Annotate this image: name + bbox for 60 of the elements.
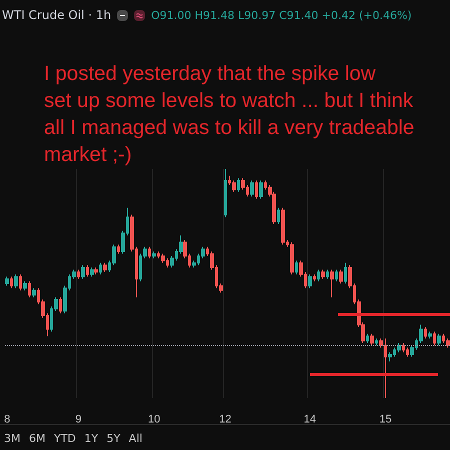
candlestick — [446, 338, 450, 348]
candlestick — [23, 280, 27, 291]
candlestick — [370, 333, 374, 346]
candlestick — [317, 269, 320, 282]
candlestick — [81, 264, 85, 280]
candlestick — [232, 180, 236, 192]
candlestick — [308, 274, 312, 289]
x-tick-label: 15 — [379, 414, 392, 426]
candlestick — [344, 262, 347, 284]
candlestick — [277, 207, 280, 224]
candlestick — [5, 276, 9, 286]
candlestick — [90, 266, 94, 278]
candlestick — [428, 331, 432, 339]
candlestick — [339, 269, 343, 284]
candlestick — [148, 246, 151, 259]
text: I posted yesterday that the spike low set up some levels to watch ... but I think all I managed was to kill a very tradeable market ;-) — [44, 61, 416, 168]
candlestick — [290, 242, 294, 275]
candlestick — [14, 274, 18, 289]
candlestick — [161, 253, 165, 264]
candlestick — [28, 280, 31, 298]
candlestick — [99, 262, 102, 275]
candlestick — [259, 180, 263, 200]
candlestick — [313, 274, 316, 282]
x-tick-label: 8 — [4, 414, 10, 426]
candlestick — [250, 180, 254, 197]
candlestick — [397, 342, 401, 353]
candlestick — [433, 331, 436, 346]
candlestick — [237, 178, 240, 192]
candlestick — [59, 296, 62, 314]
candlestick — [335, 269, 338, 282]
candlestick — [402, 342, 405, 353]
x-tick-label: 10 — [148, 414, 160, 426]
candlestick — [437, 333, 441, 346]
candlestick — [375, 338, 378, 346]
candlestick — [388, 352, 392, 362]
chart-title: WTI Crude Oil · 1h — [2, 8, 112, 22]
candlestick — [152, 250, 156, 259]
x-tick-label: 12 — [219, 414, 232, 426]
candlestick — [86, 264, 89, 278]
candlestick — [424, 326, 427, 339]
chart-subtitle: O91.00 H91.48 L90.97 C91.40 +0.42 (+0.46%) — [151, 8, 412, 22]
candlestick — [326, 269, 329, 280]
candlestick — [330, 269, 334, 298]
candlestick — [255, 180, 258, 200]
candlestick — [281, 207, 285, 246]
candlestick — [10, 276, 13, 289]
candlestick — [77, 269, 80, 280]
candlestick — [295, 260, 298, 275]
candlestick — [117, 244, 120, 254]
x-tick-label: 14 — [304, 414, 316, 426]
candlestick — [366, 333, 369, 344]
candlestick — [321, 269, 325, 280]
candlestick — [406, 347, 409, 358]
candlestick — [32, 288, 36, 298]
candlestick — [103, 262, 107, 273]
text: 3M 6M YTD 1Y 5Y All — [4, 432, 142, 445]
candlestick — [19, 274, 22, 291]
x-tick-label: 9 — [75, 414, 82, 426]
candlestick — [224, 168, 227, 218]
candlestick — [94, 266, 98, 275]
